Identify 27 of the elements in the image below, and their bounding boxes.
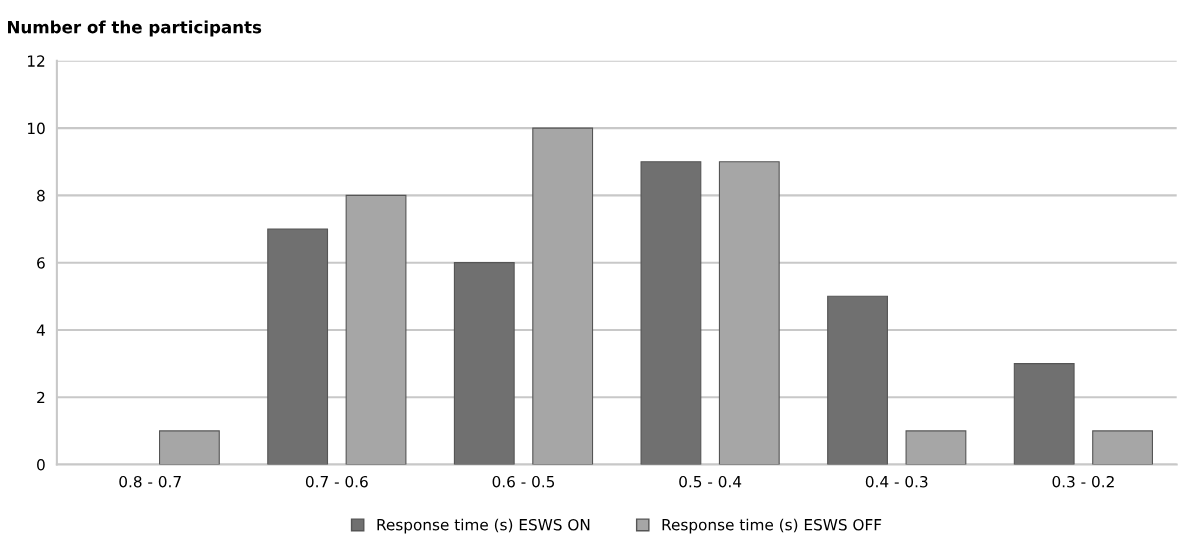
y-tick-label: 8 <box>37 189 45 202</box>
x-tick-label: 0.3 - 0.2 <box>1052 475 1114 488</box>
y-tick-label: 10 <box>28 122 45 135</box>
x-tick-label: 0.7 - 0.6 <box>305 475 368 488</box>
bar <box>827 295 888 465</box>
y-tick-label: 4 <box>36 324 45 336</box>
bar <box>267 228 329 465</box>
y-tick-label: 0 <box>37 458 45 471</box>
y-tick-label: 6 <box>37 257 45 269</box>
bar <box>345 194 407 465</box>
bar <box>718 161 780 465</box>
bar <box>1013 363 1075 465</box>
bar <box>905 430 967 465</box>
bar <box>640 161 702 465</box>
bar <box>1092 430 1153 465</box>
y-axis-title: Number of the participants <box>8 20 262 37</box>
x-tick-label: 0.5 - 0.4 <box>679 475 742 488</box>
x-tick-label: 0.6 - 0.5 <box>492 475 555 488</box>
x-tick-label: 0.8 - 0.7 <box>119 475 181 488</box>
legend-label: Response time (s) ESWS OFF <box>662 518 882 534</box>
y-tick-label: 2 <box>37 391 45 404</box>
y-tick-label: 12 <box>28 55 45 67</box>
bar <box>453 262 515 465</box>
bar <box>158 430 220 465</box>
legend-label: Response time (s) ESWS ON <box>377 518 590 534</box>
bar <box>532 127 594 465</box>
x-tick-label: 0.4 - 0.3 <box>865 475 928 488</box>
